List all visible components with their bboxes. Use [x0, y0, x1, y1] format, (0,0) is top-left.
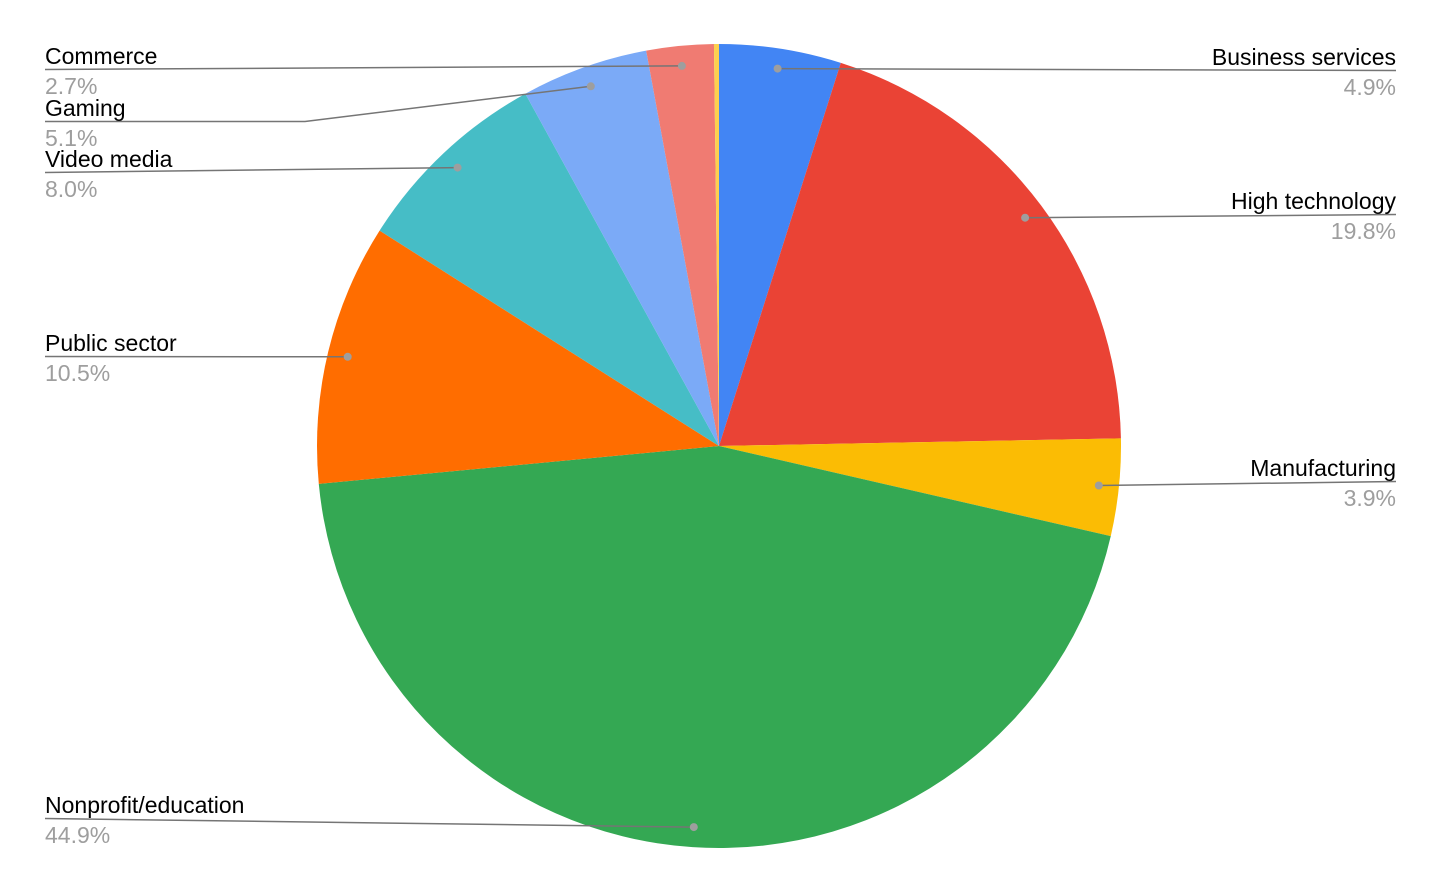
leader-dot-commerce: [677, 61, 686, 70]
leader-dot-high-technology: [1021, 213, 1030, 222]
leader-line-video-media: [44, 166, 458, 174]
pie-slices: [316, 43, 1122, 849]
leader-line-high-technology: [1025, 213, 1397, 219]
pie-slice-high-technology[interactable]: [719, 62, 1121, 447]
leader-dot-gaming: [586, 82, 595, 91]
pie-slice-gaming[interactable]: [525, 50, 719, 446]
pie-slice-unlabeled[interactable]: [713, 43, 719, 447]
pie-slice-nonprofit-education[interactable]: [318, 446, 1111, 849]
leader-line-business-services: [777, 67, 1397, 72]
pie-slice-business-services[interactable]: [719, 44, 841, 446]
leader-dot-video-media: [453, 163, 462, 172]
pie-slice-video-media[interactable]: [379, 93, 719, 446]
leader-dot-public-sector: [343, 352, 352, 361]
pie-slice-manufacturing[interactable]: [719, 438, 1122, 537]
leader-dot-business-services: [773, 64, 782, 73]
leader-line-gaming: [45, 85, 591, 123]
leader-dot-manufacturing: [1094, 481, 1103, 490]
pie-slice-public-sector[interactable]: [316, 230, 719, 484]
pie-slice-commerce[interactable]: [646, 44, 719, 446]
leader-lines: [44, 61, 1397, 832]
leader-dot-nonprofit-education: [689, 823, 698, 832]
leader-line-nonprofit-education: [44, 817, 694, 828]
leader-line-manufacturing: [1098, 480, 1397, 487]
leader-line-commerce: [44, 65, 682, 71]
